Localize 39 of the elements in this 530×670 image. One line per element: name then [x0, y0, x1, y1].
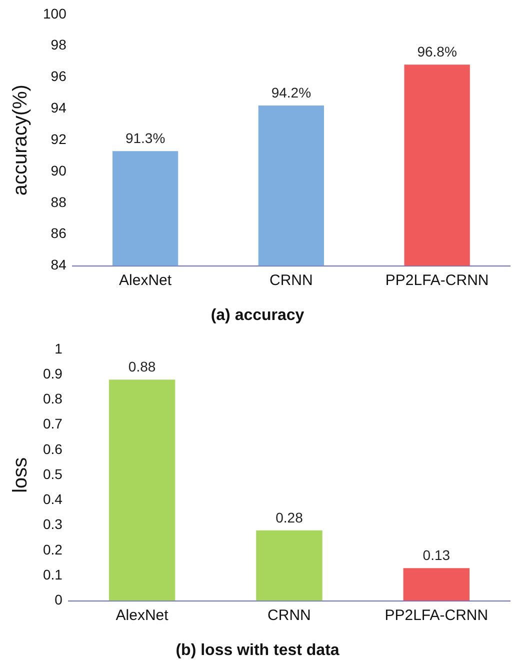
x-tick-label: CRNN: [268, 606, 311, 624]
bar: [256, 530, 322, 601]
y-tick-label: 0.6: [42, 440, 63, 457]
y-tick-label: 0.8: [42, 390, 63, 407]
x-tick-label: AlexNet: [119, 272, 172, 289]
y-tick-label: 0.1: [42, 566, 63, 583]
x-tick-label: PP2LFA-CRNN: [385, 272, 489, 289]
y-tick-label: 96: [50, 68, 67, 84]
data-label: 0.13: [422, 546, 450, 563]
data-label: 91.3%: [125, 130, 166, 146]
y-tick-label: 0.2: [42, 541, 63, 558]
x-tick-label: AlexNet: [116, 606, 170, 624]
y-tick-label: 98: [50, 36, 67, 53]
bar: [403, 568, 470, 601]
y-tick-label: 0.5: [42, 466, 63, 482]
text: (a) accuracy: [210, 306, 304, 324]
y-axis-title: loss: [10, 457, 32, 493]
y-tick-label: 1: [54, 340, 63, 356]
y-tick-label: 0.3: [42, 516, 63, 532]
y-tick-label: 0.4: [42, 491, 63, 508]
y-axis-title: accuracy(%): [10, 84, 32, 196]
y-tick-label: 94: [50, 100, 67, 116]
data-label: 96.8%: [417, 44, 457, 60]
x-tick-label: PP2LFA-CRNN: [384, 606, 488, 624]
y-tick-label: 86: [50, 225, 67, 242]
data-label: 0.88: [128, 358, 156, 374]
data-label: 94.2%: [271, 84, 312, 100]
bar: [108, 380, 176, 601]
text: (b) loss with test data: [176, 642, 340, 659]
y-tick-label: 90: [50, 162, 67, 178]
data-label: 0.28: [276, 509, 304, 526]
y-tick-label: 0.9: [42, 365, 63, 382]
y-tick-label: 88: [50, 194, 67, 210]
y-tick-label: 0.7: [42, 416, 63, 432]
y-tick-label: 100: [43, 5, 67, 22]
y-tick-label: 84: [50, 256, 67, 273]
y-tick-label: 92: [50, 130, 67, 147]
y-tick-label: 0: [54, 592, 63, 608]
x-tick-label: CRNN: [270, 272, 313, 289]
